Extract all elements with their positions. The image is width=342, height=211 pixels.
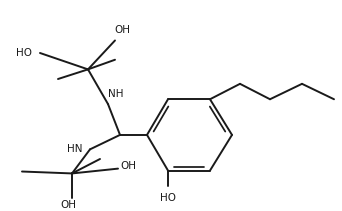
Text: HN: HN — [66, 144, 82, 154]
Text: OH: OH — [60, 200, 76, 210]
Text: HO: HO — [160, 193, 176, 203]
Text: NH: NH — [108, 89, 123, 99]
Text: OH: OH — [114, 25, 130, 35]
Text: OH: OH — [120, 161, 136, 171]
Text: HO: HO — [16, 48, 32, 58]
